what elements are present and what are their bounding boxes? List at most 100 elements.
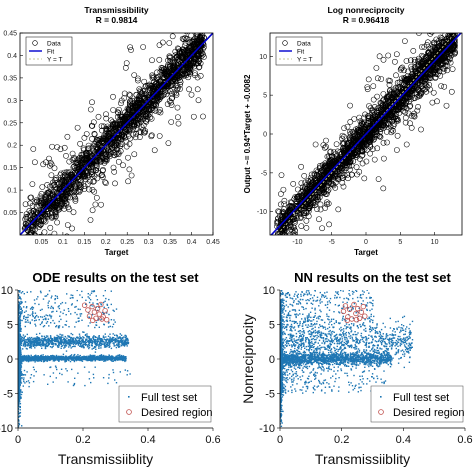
data-point [78,151,85,158]
data-point [161,71,168,78]
data-point [292,233,298,235]
full-test-set-point [20,391,22,393]
data-point [437,73,444,79]
fit-line [20,33,213,235]
data-point [414,81,421,88]
data-point [128,172,135,179]
full-test-set-point [20,396,22,398]
data-point [103,126,110,132]
full-test-set-point [19,377,22,380]
data-point [332,173,339,180]
data-point [87,106,94,113]
data-point [437,34,444,41]
data-point [164,101,171,107]
data-point [452,43,458,49]
data-point [323,143,329,150]
full-test-set-point [19,281,20,282]
data-point [359,160,366,167]
full-test-set-point [18,335,19,337]
data-point [197,73,204,79]
data-point [184,51,191,58]
data-point [89,207,96,214]
data-point [441,65,448,72]
data-point [115,149,122,156]
data-point [278,220,285,227]
data-point [303,225,310,231]
data-point [90,178,97,185]
data-point [414,84,420,91]
data-point [28,244,33,249]
data-point [425,74,432,81]
data-point [277,231,284,235]
x-tick-label: 0.05 [35,239,49,246]
legend-label: Data [47,41,61,48]
data-point [427,33,434,37]
data-point [197,43,204,50]
full-test-set-point [19,397,21,400]
data-point [177,69,183,75]
full-test-set-point [18,394,20,396]
data-point [295,203,302,209]
data-point [316,216,322,223]
full-test-set-point [21,391,23,393]
data-point [93,144,99,150]
data-point [197,34,203,41]
data-point [162,88,168,95]
data-point [376,53,383,60]
data-point [38,264,43,269]
data-point [321,168,328,175]
data-point [99,127,105,134]
data-point [283,288,288,293]
data-point [149,57,155,64]
data-point [117,122,124,129]
data-point [154,69,160,76]
data-point [131,72,138,78]
data-point [175,120,182,127]
data-point [408,63,415,70]
data-point [441,47,447,54]
full-test-set-point [18,404,20,406]
data-point [189,38,195,45]
data-point [192,72,198,79]
data-point [361,124,368,131]
full-test-set-point [21,425,23,427]
data-point [346,159,353,166]
data-point [159,72,166,78]
data-point [323,137,329,144]
data-point [367,150,373,157]
data-point [427,71,434,77]
data-point [283,233,289,235]
legend-marker-data [32,40,38,46]
data-point [71,194,78,201]
x-tick-label: 0.3 [144,239,154,246]
data-point [67,184,74,191]
data-point [277,201,284,208]
data-point [140,44,146,50]
data-point [46,155,52,162]
data-point [83,131,90,137]
data-point [347,119,354,125]
data-point [186,86,192,93]
full-test-set-point [18,377,20,379]
data-point [345,175,351,182]
data-point [84,152,90,159]
data-point [31,212,37,219]
full-test-set-point [18,350,21,352]
data-point [180,23,185,28]
data-point [54,219,60,226]
data-point [298,189,305,195]
data-point [30,223,36,230]
data-point [301,210,307,216]
data-point [385,106,391,113]
data-point [375,108,381,115]
data-point [57,146,64,153]
full-test-set-point [18,337,20,340]
full-test-set-point [19,342,22,344]
data-point [118,100,124,107]
full-test-set-point [19,315,21,317]
full-test-set-point [18,431,19,432]
data-point [38,190,45,197]
data-point [344,123,351,130]
full-test-set-point [18,368,20,370]
